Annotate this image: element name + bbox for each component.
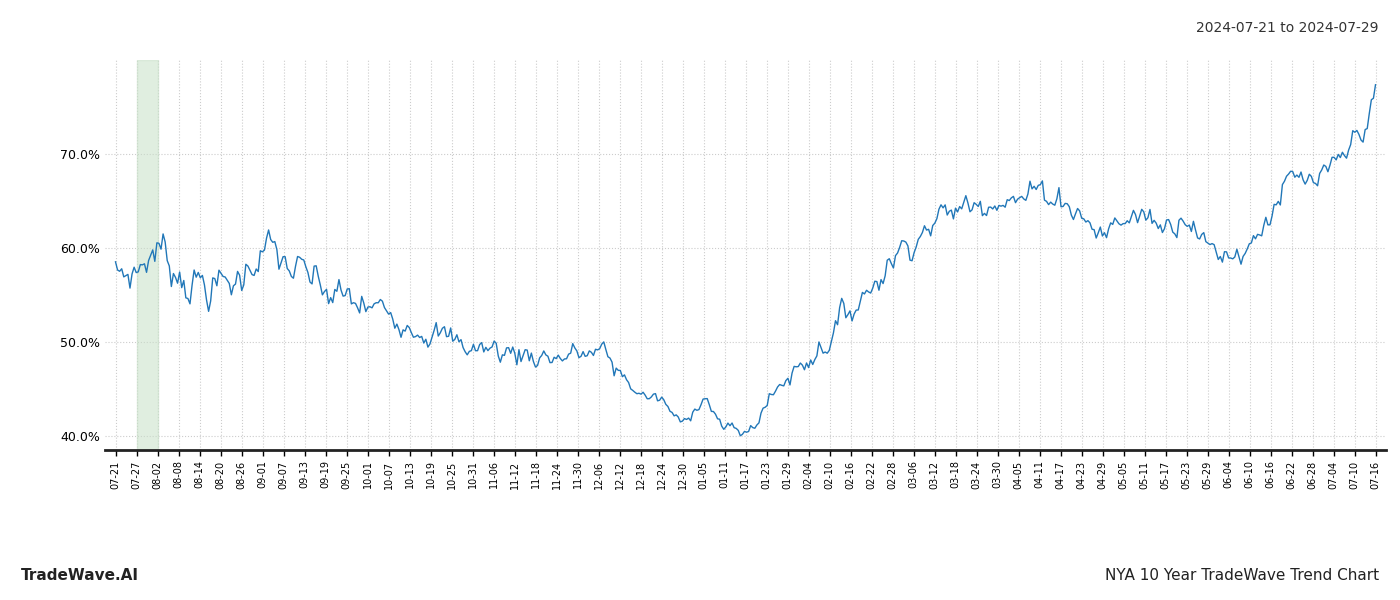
Text: TradeWave.AI: TradeWave.AI	[21, 568, 139, 583]
Text: 2024-07-21 to 2024-07-29: 2024-07-21 to 2024-07-29	[1197, 21, 1379, 35]
Text: NYA 10 Year TradeWave Trend Chart: NYA 10 Year TradeWave Trend Chart	[1105, 568, 1379, 583]
Bar	[137, 60, 157, 450]
